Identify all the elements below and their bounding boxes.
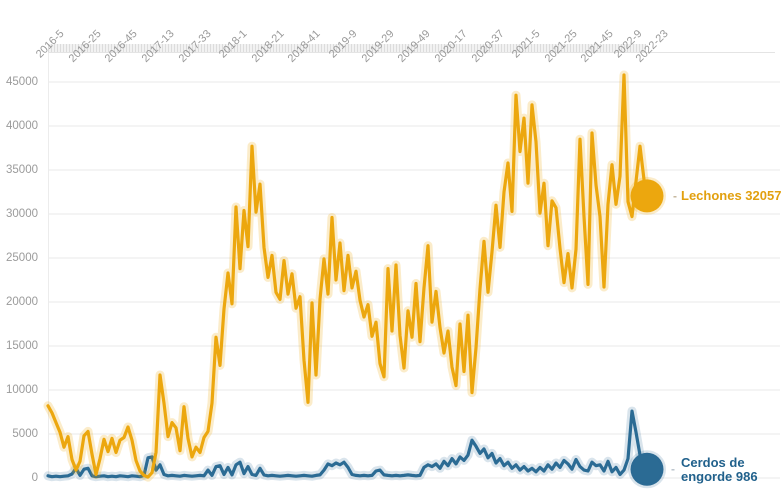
y-tick-label: 5000 <box>12 428 38 440</box>
y-tick-label: 35000 <box>6 164 38 176</box>
lechones-label-dash: - <box>673 189 677 203</box>
cerdos-series-label-line1: Cerdos de <box>681 455 745 470</box>
y-tick-label: 40000 <box>6 120 38 132</box>
x-axis-line <box>48 52 775 53</box>
cerdos-label-dash: - <box>671 462 675 476</box>
y-tick-label: 15000 <box>6 340 38 352</box>
y-tick-label: 30000 <box>6 208 38 220</box>
cerdos-end-marker[interactable] <box>628 450 666 489</box>
lechones-series-label: Lechones 32057 <box>681 188 782 203</box>
cerdos-series-label-line2: engorde 986 <box>681 469 758 484</box>
lechones-end-marker[interactable] <box>628 176 666 215</box>
lechones-line[interactable] <box>46 73 650 479</box>
y-tick-label: 20000 <box>6 296 38 308</box>
cerdos-series-label: Cerdos de engorde 986 <box>681 456 758 484</box>
y-tick-label: 0 <box>31 472 38 484</box>
cerdos-line[interactable] <box>46 409 650 479</box>
lechones-line-halo <box>43 70 653 482</box>
y-tick-label: 25000 <box>6 252 38 264</box>
y-tick-label: 10000 <box>6 384 38 396</box>
x-axis-minor-tick-strip <box>48 44 646 52</box>
y-tick-label: 45000 <box>6 76 38 88</box>
